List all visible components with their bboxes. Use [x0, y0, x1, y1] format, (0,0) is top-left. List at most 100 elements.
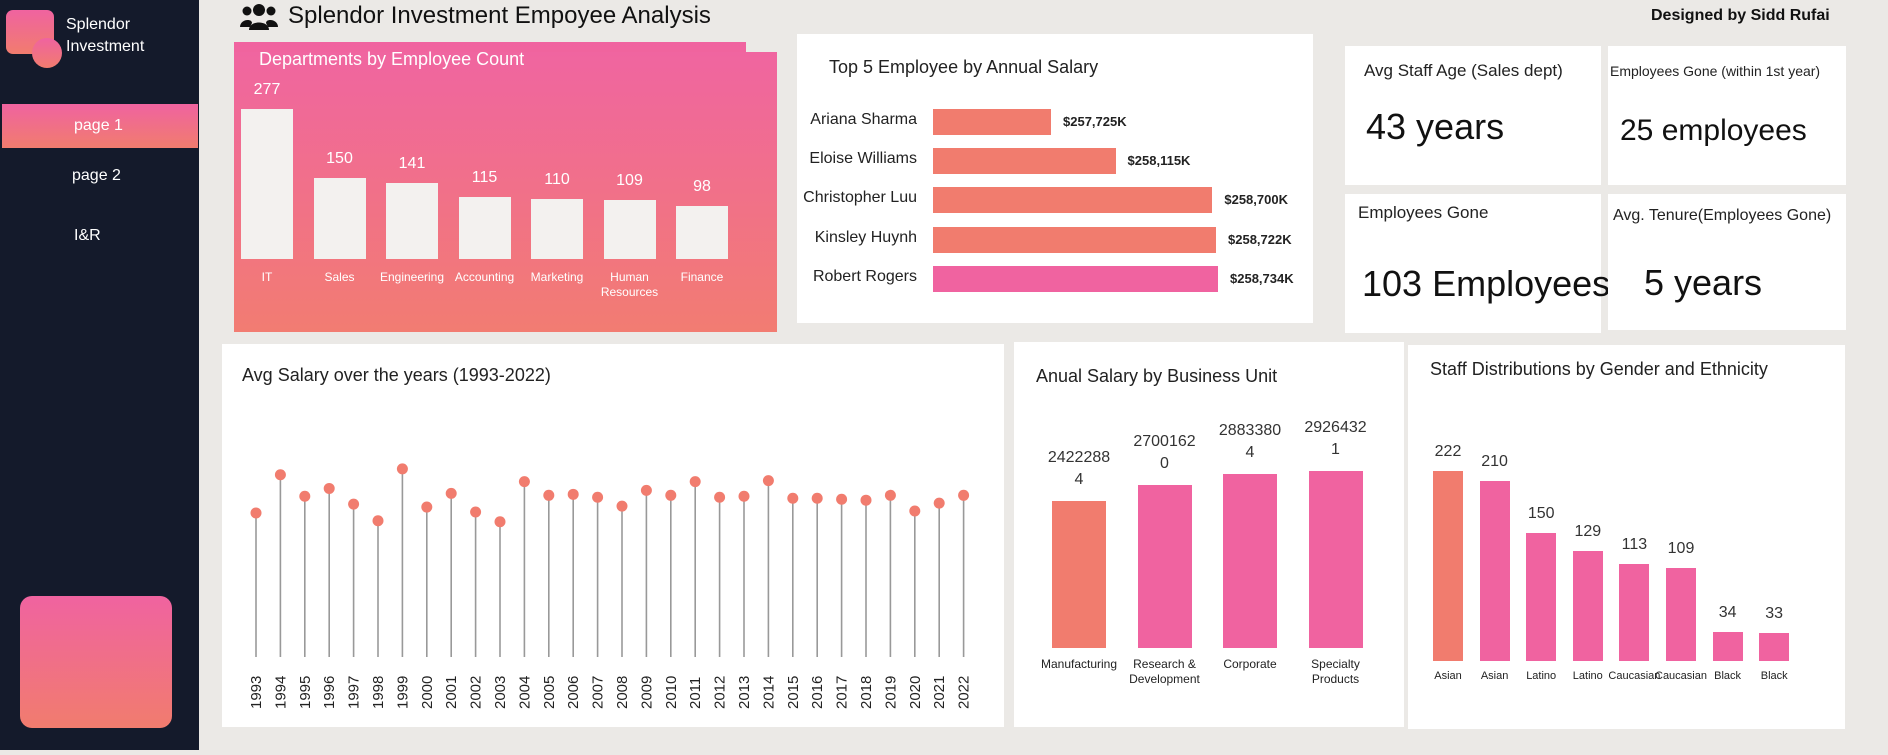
avg-salary-card [222, 344, 1004, 727]
dept-value-label: 115 [471, 168, 498, 186]
lollipop-point [665, 489, 677, 501]
business-unit-bar [1052, 501, 1106, 648]
staff-bar [1712, 631, 1743, 661]
lollipop-year-label: 2008 [614, 676, 631, 709]
brand-name: Splendor Investment [66, 14, 144, 58]
lollipop-year-label: 2015 [785, 676, 802, 709]
kpi-card-avg-age [1345, 46, 1601, 185]
lollipop-point [543, 489, 555, 501]
lollipop-point [616, 500, 628, 512]
staff-category-label: Asian [1434, 670, 1462, 682]
business-unit-value-line1: 2926432 [1304, 419, 1367, 436]
business-unit-category-label: Manufacturing [1040, 657, 1118, 671]
top5-salary-bar [933, 109, 1051, 135]
top5-employee-name: Ariana Sharma [810, 111, 917, 128]
kpi-avg-tenure-label: Avg. Tenure(Employees Gone) [1613, 207, 1832, 224]
staff-category-label: Asian [1480, 670, 1509, 682]
staff-value-label: 150 [1527, 504, 1555, 522]
staff-bar [1526, 532, 1557, 661]
business-unit-value-line2: 4 [1245, 443, 1255, 461]
lollipop-year-label: 2006 [565, 676, 582, 709]
lollipop-point [933, 497, 945, 509]
designer-credit: Designed by Sidd Rufai [1651, 7, 1830, 24]
top5-salary-label: $258,115K [1127, 153, 1191, 169]
dept-bar [313, 177, 366, 259]
lollipop-point [445, 487, 457, 499]
lollipop-year-label: 1999 [394, 676, 411, 709]
lollipop-year-label: 1995 [297, 676, 314, 709]
lollipop-year-label: 2022 [956, 676, 973, 709]
business-unit-value-line1: 2422288 [1047, 449, 1111, 467]
lollipop-point [592, 491, 604, 503]
dept-bar [458, 196, 511, 259]
lollipop-year-label: 2011 [687, 677, 704, 709]
dept-value-label: 98 [693, 177, 711, 195]
dept-bar [386, 182, 438, 259]
lollipop-point [372, 515, 384, 527]
sidebar: Splendor Investment page 1 page 2 I&R [0, 0, 199, 750]
lollipop-year-label: 2012 [712, 676, 729, 709]
brand-line-1: Splendor [66, 16, 131, 33]
lollipop-point [348, 498, 360, 510]
lollipop-point [860, 494, 872, 506]
dept-bar [531, 199, 583, 259]
lollipop-point [421, 501, 433, 513]
lollipop-year-label: 2021 [931, 676, 948, 709]
business-unit-value-line2: 1 [1331, 441, 1340, 458]
top5-chart-title: Top 5 Employee by Annual Salary [829, 57, 1099, 77]
staff-bar [1479, 481, 1510, 661]
lollipop-year-label: 2001 [443, 676, 460, 709]
business-unit-bar [1308, 471, 1363, 648]
business-unit-value-line1: 2700162 [1133, 432, 1196, 450]
top5-salary-bar [933, 148, 1116, 175]
lollipop-point [811, 492, 823, 504]
staff-bar [1759, 632, 1790, 661]
staff-value-label: 113 [1621, 536, 1648, 554]
page-title: Splendor Investment Empoyee Analysis [288, 2, 711, 29]
lollipop-point [518, 476, 530, 488]
lollipop-year-label: 2010 [663, 676, 680, 709]
lollipop-point [274, 469, 286, 481]
lollipop-year-label: 2002 [468, 676, 485, 709]
staff-category-label: Black [1714, 670, 1742, 682]
kpi-avg-tenure-value: 5 years [1644, 262, 1763, 303]
lollipop-point [836, 493, 848, 505]
staff-category-label: Caucasian [1655, 670, 1707, 682]
dept-value-label: 150 [326, 149, 353, 167]
nav-ir-label: I&R [74, 227, 101, 244]
departments-chart-title: Departments by Employee Count [259, 49, 525, 69]
lollipop-year-label: 1994 [272, 676, 289, 709]
nav-page-2[interactable]: page 2 [2, 154, 198, 198]
lollipop-point [396, 463, 408, 475]
lollipop-point [762, 475, 774, 487]
lollipop-year-label: 1997 [346, 676, 363, 709]
top5-employee-name: Christopher Luu [803, 189, 917, 207]
top5-salary-label: $258,734K [1230, 270, 1294, 286]
top5-employee-name: Kinsley Huynh [814, 228, 917, 246]
staff-category-label: Latino [1572, 670, 1603, 682]
dept-category-label: Finance [680, 270, 724, 284]
top5-employee-name: Robert Rogers [812, 267, 917, 285]
staff-bar [1666, 567, 1696, 661]
staff-value-label: 210 [1481, 453, 1508, 471]
lollipop-point [323, 482, 335, 494]
sidebar-decor-card [20, 596, 172, 728]
business-unit-value-label: 2926432 1 [1296, 417, 1376, 461]
nav-page-2-label: page 2 [72, 167, 121, 184]
lollipop-year-label: 1996 [321, 676, 338, 709]
dept-category-label: Accounting [454, 270, 515, 284]
lollipop-point [787, 492, 799, 504]
business-unit-category-label: Research & Development [1129, 657, 1200, 686]
kpi-card-gone-first-year [1608, 46, 1846, 185]
lollipop-year-label: 2004 [516, 676, 533, 709]
lollipop-year-label: 2003 [492, 676, 509, 709]
nav-page-1[interactable]: page 1 [2, 104, 198, 148]
dept-value-label: 110 [544, 171, 570, 189]
lollipop-year-label: 2018 [858, 676, 875, 709]
business-unit-bar [1223, 473, 1277, 648]
nav-ir[interactable]: I&R [2, 214, 198, 258]
business-unit-value-line2: 4 [1074, 471, 1084, 489]
lollipop-point [494, 516, 506, 528]
staff-value-label: 109 [1667, 539, 1695, 557]
lollipop-point [958, 489, 970, 501]
